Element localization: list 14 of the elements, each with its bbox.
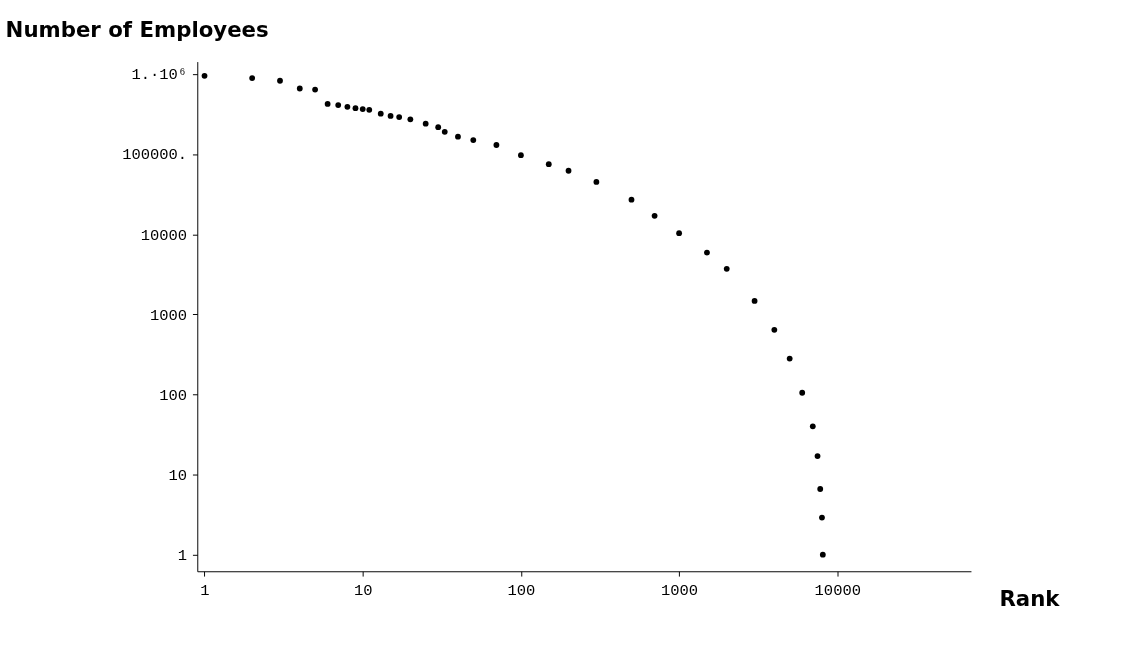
x-tick-label: 100 <box>507 581 536 600</box>
y-tick-label: 1 <box>177 546 188 565</box>
x-tick-label: 1 <box>200 581 210 600</box>
y-tick-label: 1000 <box>150 306 188 325</box>
y-tick-label: 10 <box>168 466 188 485</box>
y-tick-label: 1.·10⁶ <box>131 66 188 85</box>
x-tick-label: 10 <box>353 581 373 600</box>
y-tick-label: 100 <box>159 386 188 405</box>
y-tick-label: 100000. <box>122 146 188 165</box>
x-tick-label: 1000 <box>661 581 699 600</box>
y-tick-label: 10000 <box>140 226 188 245</box>
x-tick-label: 10000 <box>814 581 861 600</box>
x-axis-title: Rank <box>999 585 1061 611</box>
chart-title: Number of Employees <box>5 17 269 43</box>
